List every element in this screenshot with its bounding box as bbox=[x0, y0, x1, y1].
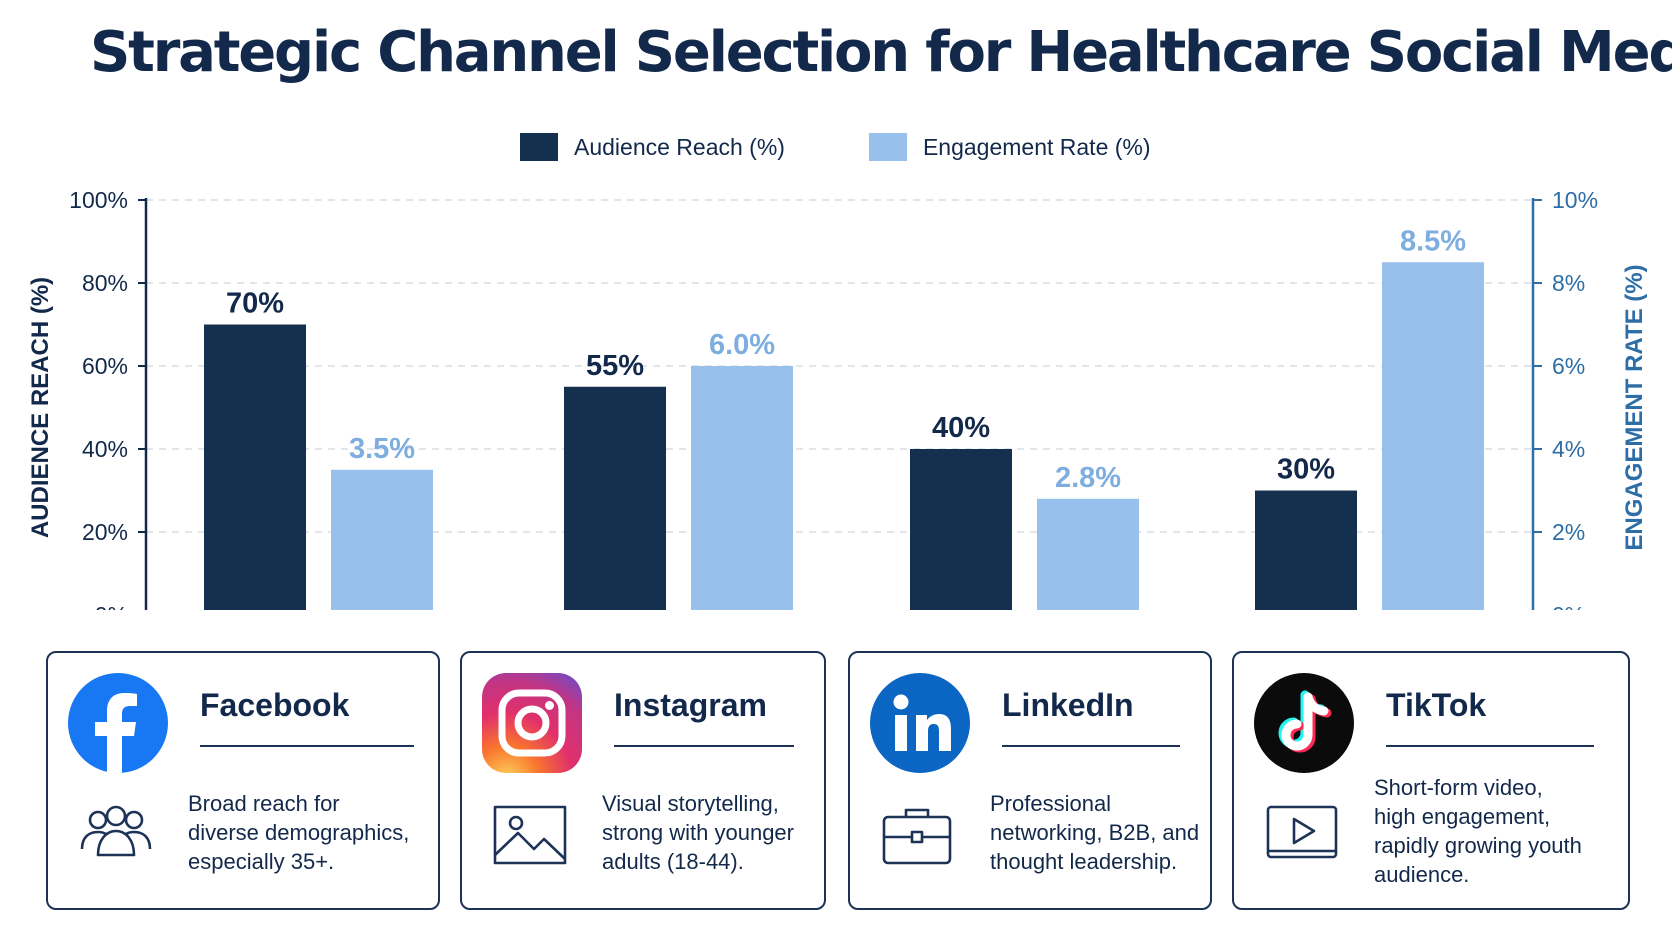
bar-engagement bbox=[691, 366, 793, 610]
divider bbox=[200, 745, 414, 747]
bar-engagement bbox=[331, 469, 433, 610]
data-label-reach: 40% bbox=[932, 412, 990, 444]
legend-item-reach: Audience Reach (%) bbox=[520, 133, 785, 161]
channel-description: Professional networking, B2B, and though… bbox=[990, 789, 1230, 876]
channel-card-linkedin: LinkedIn Professional networking, B2B, a… bbox=[848, 651, 1212, 910]
y-tick-label: 40% bbox=[82, 436, 128, 462]
description-line: especially 35+. bbox=[188, 849, 335, 874]
description-line: thought leadership. bbox=[990, 849, 1178, 874]
data-label-engagement: 3.5% bbox=[349, 433, 415, 465]
data-label-reach: 55% bbox=[586, 350, 644, 382]
y-tick-label: 20% bbox=[82, 519, 128, 545]
y-right-tick-label: 4% bbox=[1552, 436, 1585, 462]
divider bbox=[1386, 745, 1594, 747]
y-right-tick-label: 0% bbox=[1552, 602, 1585, 610]
channel-description: Broad reach for diverse demographics, es… bbox=[188, 789, 428, 876]
channel-card-instagram: Instagram Visual storytelling, strong wi… bbox=[460, 651, 826, 910]
briefcase-icon bbox=[882, 808, 952, 865]
description-line: rapidly growing youth bbox=[1374, 833, 1582, 858]
y-right-tick-label: 6% bbox=[1552, 353, 1585, 379]
facebook-logo-icon bbox=[68, 673, 168, 773]
data-label-engagement: 2.8% bbox=[1055, 462, 1121, 494]
data-label-reach: 70% bbox=[226, 288, 284, 320]
people-group-icon bbox=[80, 805, 152, 857]
channel-card-facebook: Facebook Broad reach for diverse demogra… bbox=[46, 651, 440, 910]
bar-engagement bbox=[1382, 262, 1484, 610]
linkedin-logo-icon bbox=[870, 673, 970, 773]
bar-reach bbox=[1255, 490, 1357, 610]
channel-description: Visual storytelling, strong with younger… bbox=[602, 789, 842, 876]
channel-card-tiktok: TikTok Short-form video, high engagement… bbox=[1232, 651, 1630, 910]
bar-engagement bbox=[1037, 498, 1139, 610]
y-right-tick-label: 8% bbox=[1552, 270, 1585, 296]
description-line: strong with younger bbox=[602, 820, 794, 845]
data-label-engagement: 8.5% bbox=[1400, 225, 1466, 257]
channel-name: TikTok bbox=[1386, 687, 1487, 723]
description-line: adults (18-44). bbox=[602, 849, 744, 874]
legend-swatch-engagement bbox=[868, 133, 907, 161]
description-line: diverse demographics, bbox=[188, 820, 410, 845]
channel-name: Instagram bbox=[614, 687, 767, 723]
channel-name: Facebook bbox=[200, 687, 350, 723]
bar-reach bbox=[564, 386, 666, 610]
instagram-logo-icon bbox=[482, 673, 582, 773]
y-tick-label: 60% bbox=[82, 353, 128, 379]
bar-chart: 0% 0% 20% 2% 40% 4% 60% 6% 80% 8% 100% 10% AUDIENCE … bbox=[27, 187, 1648, 610]
y-right-tick-label: 10% bbox=[1552, 187, 1598, 213]
y-tick-label: 80% bbox=[82, 270, 128, 296]
description-line: audience. bbox=[1374, 862, 1470, 887]
bar-reach bbox=[910, 449, 1012, 610]
video-play-icon bbox=[1266, 805, 1338, 859]
page-title: Strategic Channel Selection for Healthca… bbox=[90, 20, 1672, 85]
legend-label-engagement: Engagement Rate (%) bbox=[922, 133, 1151, 160]
data-label-reach: 30% bbox=[1277, 454, 1335, 486]
description-line: Short-form video, bbox=[1374, 775, 1543, 800]
y-axis-title-left: AUDIENCE REACH (%) bbox=[27, 277, 54, 538]
channel-description: Short-form video, high engagement, rapid… bbox=[1374, 773, 1624, 889]
divider bbox=[614, 745, 794, 747]
chart-legend: Audience Reach (%) Engagement Rate (%) bbox=[520, 132, 1151, 162]
description-line: Professional bbox=[990, 791, 1112, 816]
legend-label-reach: Audience Reach (%) bbox=[574, 133, 785, 160]
y-axis-title-right: ENGAGEMENT RATE (%) bbox=[1621, 264, 1648, 550]
tiktok-logo-icon bbox=[1254, 673, 1354, 773]
legend-swatch-reach bbox=[520, 133, 558, 161]
y-right-tick-label: 2% bbox=[1552, 519, 1585, 545]
description-line: Broad reach for bbox=[188, 791, 340, 816]
y-tick-label: 100% bbox=[69, 187, 128, 213]
bar-reach bbox=[204, 324, 306, 610]
description-line: high engagement, bbox=[1374, 804, 1551, 829]
channel-name: LinkedIn bbox=[1002, 687, 1134, 723]
image-icon bbox=[493, 805, 567, 865]
divider bbox=[1002, 745, 1180, 747]
legend-item-engagement: Engagement Rate (%) bbox=[868, 133, 1151, 161]
y-tick-label: 0% bbox=[95, 602, 128, 610]
description-line: networking, B2B, and bbox=[990, 820, 1200, 845]
data-label-engagement: 6.0% bbox=[709, 329, 775, 361]
description-line: Visual storytelling, bbox=[602, 791, 779, 816]
